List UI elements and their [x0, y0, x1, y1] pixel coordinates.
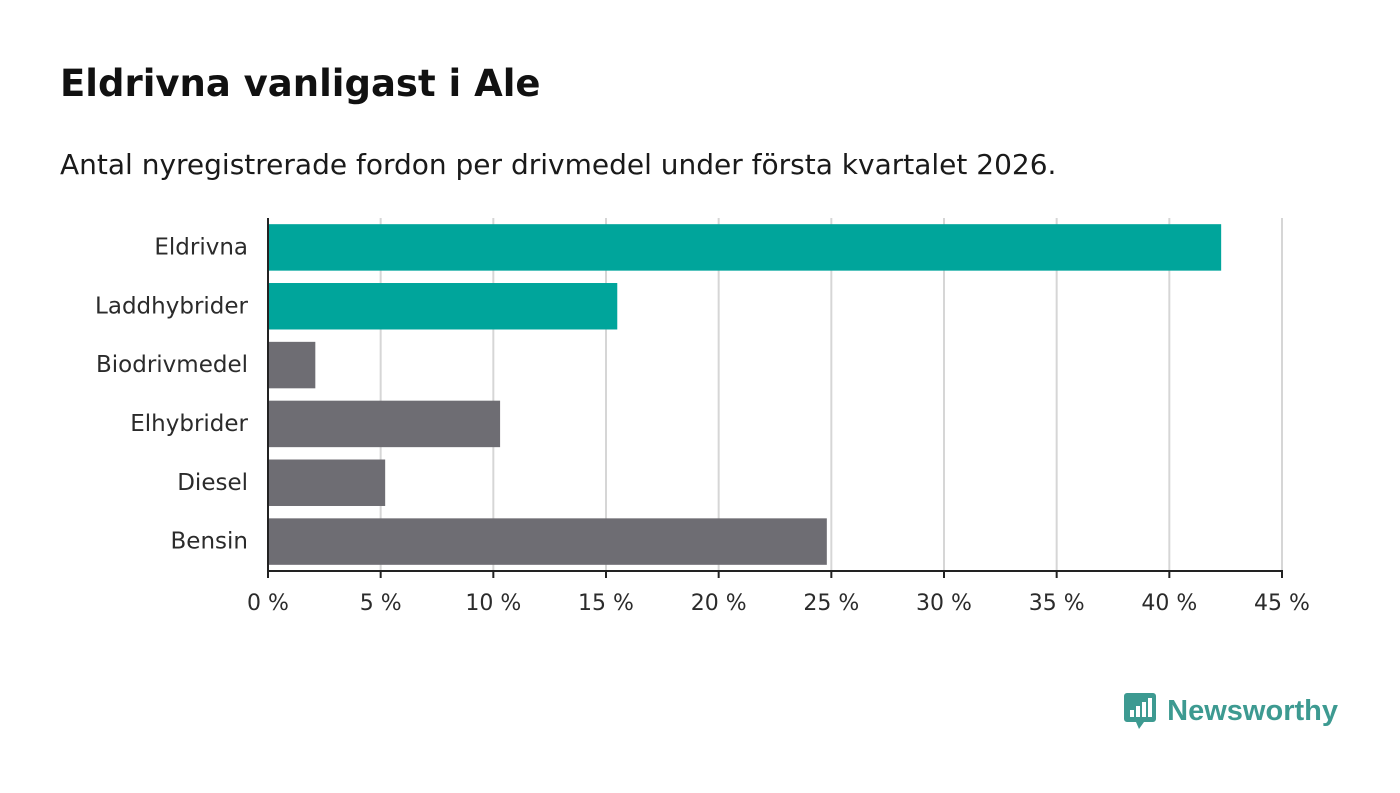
category-label: Eldrivna	[154, 234, 248, 260]
bar-biodrivmedel	[268, 341, 316, 389]
newsworthy-logo-text: Newsworthy	[1167, 694, 1338, 727]
category-label: Laddhybrider	[95, 293, 248, 319]
bar-bensin	[268, 518, 827, 565]
newsworthy-logo-icon	[1124, 693, 1157, 729]
x-tick-label: 15 %	[578, 591, 634, 616]
x-tick-label: 40 %	[1141, 591, 1197, 616]
x-tick-label: 20 %	[691, 591, 747, 616]
x-tick-label: 5 %	[360, 591, 402, 616]
x-tick-label: 30 %	[916, 591, 972, 616]
category-label: Biodrivmedel	[96, 352, 248, 378]
bar-laddhybrider	[268, 283, 618, 330]
category-label: Elhybrider	[130, 411, 248, 437]
x-tick-label: 0 %	[247, 591, 289, 616]
bar-diesel	[268, 459, 386, 506]
chart-title: Eldrivna vanligast i Ale	[60, 62, 541, 105]
x-tick-label: 10 %	[465, 591, 521, 616]
x-tick-label: 45 %	[1254, 591, 1310, 616]
x-tick-label: 35 %	[1029, 591, 1085, 616]
bar-elhybrider	[268, 400, 501, 448]
category-label: Diesel	[177, 470, 248, 496]
newsworthy-logo: Newsworthy	[1123, 691, 1338, 731]
chart-subtitle: Antal nyregistrerade fordon per drivmede…	[60, 148, 1057, 181]
x-tick-label: 25 %	[803, 591, 859, 616]
bar-eldrivna	[268, 224, 1222, 271]
category-label: Bensin	[171, 529, 248, 555]
